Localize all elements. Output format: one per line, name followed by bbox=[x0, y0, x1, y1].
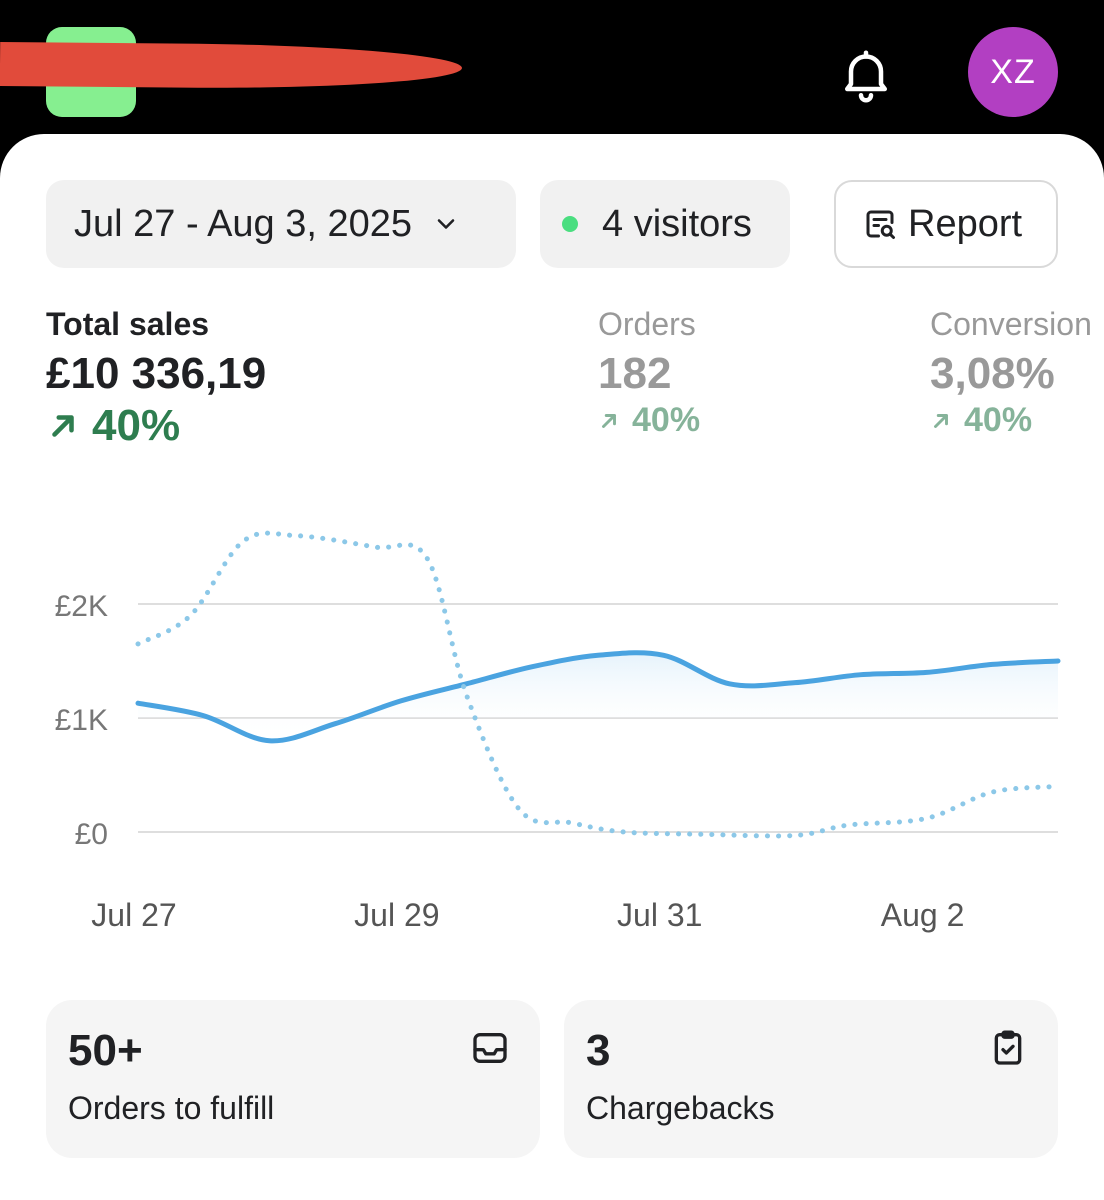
tile-number: 50+ bbox=[68, 1026, 143, 1075]
dashboard-card: Jul 27 - Aug 3, 2025 4 visitors Report T… bbox=[0, 134, 1104, 1200]
live-dot-icon bbox=[562, 216, 578, 232]
metric-label: Orders bbox=[598, 306, 696, 342]
x-tick-label: Aug 2 bbox=[881, 897, 965, 933]
orders-to-fulfill-tile[interactable]: 50+ Orders to fulfill bbox=[46, 1000, 540, 1158]
series-area-fill bbox=[138, 652, 1058, 741]
tile-number: 3 bbox=[586, 1026, 611, 1075]
metric-conversion[interactable]: Conversion 3,08% 40% bbox=[930, 306, 1092, 440]
metric-delta-value: 40% bbox=[92, 401, 181, 450]
series-line-current bbox=[135, 650, 1061, 744]
metric-label: Total sales bbox=[46, 306, 210, 342]
metric-delta-value: 40% bbox=[632, 401, 701, 439]
series-line-comparison bbox=[135, 530, 1061, 839]
metric-delta-value: 40% bbox=[964, 401, 1033, 439]
sales-line-chart: £0 £1K £2K Jul 27 Jul 29 Jul 31 Aug 2 bbox=[55, 530, 1061, 933]
metric-value: 182 bbox=[598, 349, 672, 398]
report-label: Report bbox=[908, 202, 1023, 245]
arrow-up-right-icon bbox=[934, 413, 948, 428]
report-search-icon bbox=[866, 210, 895, 239]
metric-value: 3,08% bbox=[930, 349, 1055, 398]
arrow-up-right-icon bbox=[602, 413, 616, 428]
x-tick-label: Jul 27 bbox=[91, 897, 176, 933]
arrow-up-right-icon bbox=[52, 415, 74, 437]
x-tick-label: Jul 31 bbox=[617, 897, 702, 933]
metric-delta: 40% bbox=[930, 401, 1092, 440]
metric-value: £10 336,19 bbox=[46, 349, 267, 398]
bell-icon[interactable] bbox=[836, 44, 896, 104]
metric-delta: 40% bbox=[598, 401, 700, 440]
live-visitors-button[interactable]: 4 visitors bbox=[540, 180, 790, 268]
metric-total-sales[interactable]: Total sales £10 336,19 40% bbox=[46, 306, 266, 451]
inbox-icon bbox=[473, 1033, 507, 1063]
tile-caption: Orders to fulfill bbox=[68, 1090, 275, 1126]
y-tick-label: £2K bbox=[55, 590, 108, 623]
date-range-label: Jul 27 - Aug 3, 2025 bbox=[74, 202, 413, 245]
visitors-label: 4 visitors bbox=[602, 202, 752, 245]
date-range-picker[interactable]: Jul 27 - Aug 3, 2025 bbox=[46, 180, 516, 268]
y-tick-label: £1K bbox=[55, 704, 108, 737]
metric-delta: 40% bbox=[46, 401, 266, 451]
avatar[interactable]: XZ bbox=[968, 27, 1058, 117]
metric-label: Conversion bbox=[930, 306, 1092, 342]
chevron-down-icon bbox=[437, 219, 455, 229]
x-tick-label: Jul 29 bbox=[354, 897, 439, 933]
top-bar: XZ bbox=[0, 0, 1104, 140]
report-button[interactable]: Report bbox=[834, 180, 1058, 268]
tile-caption: Chargebacks bbox=[586, 1090, 775, 1126]
redaction-mark bbox=[0, 41, 463, 91]
metric-orders[interactable]: Orders 182 40% bbox=[598, 306, 700, 440]
chargebacks-tile[interactable]: 3 Chargebacks bbox=[564, 1000, 1058, 1158]
y-tick-label: £0 bbox=[75, 818, 108, 851]
clipboard-check-icon bbox=[994, 1030, 1022, 1065]
